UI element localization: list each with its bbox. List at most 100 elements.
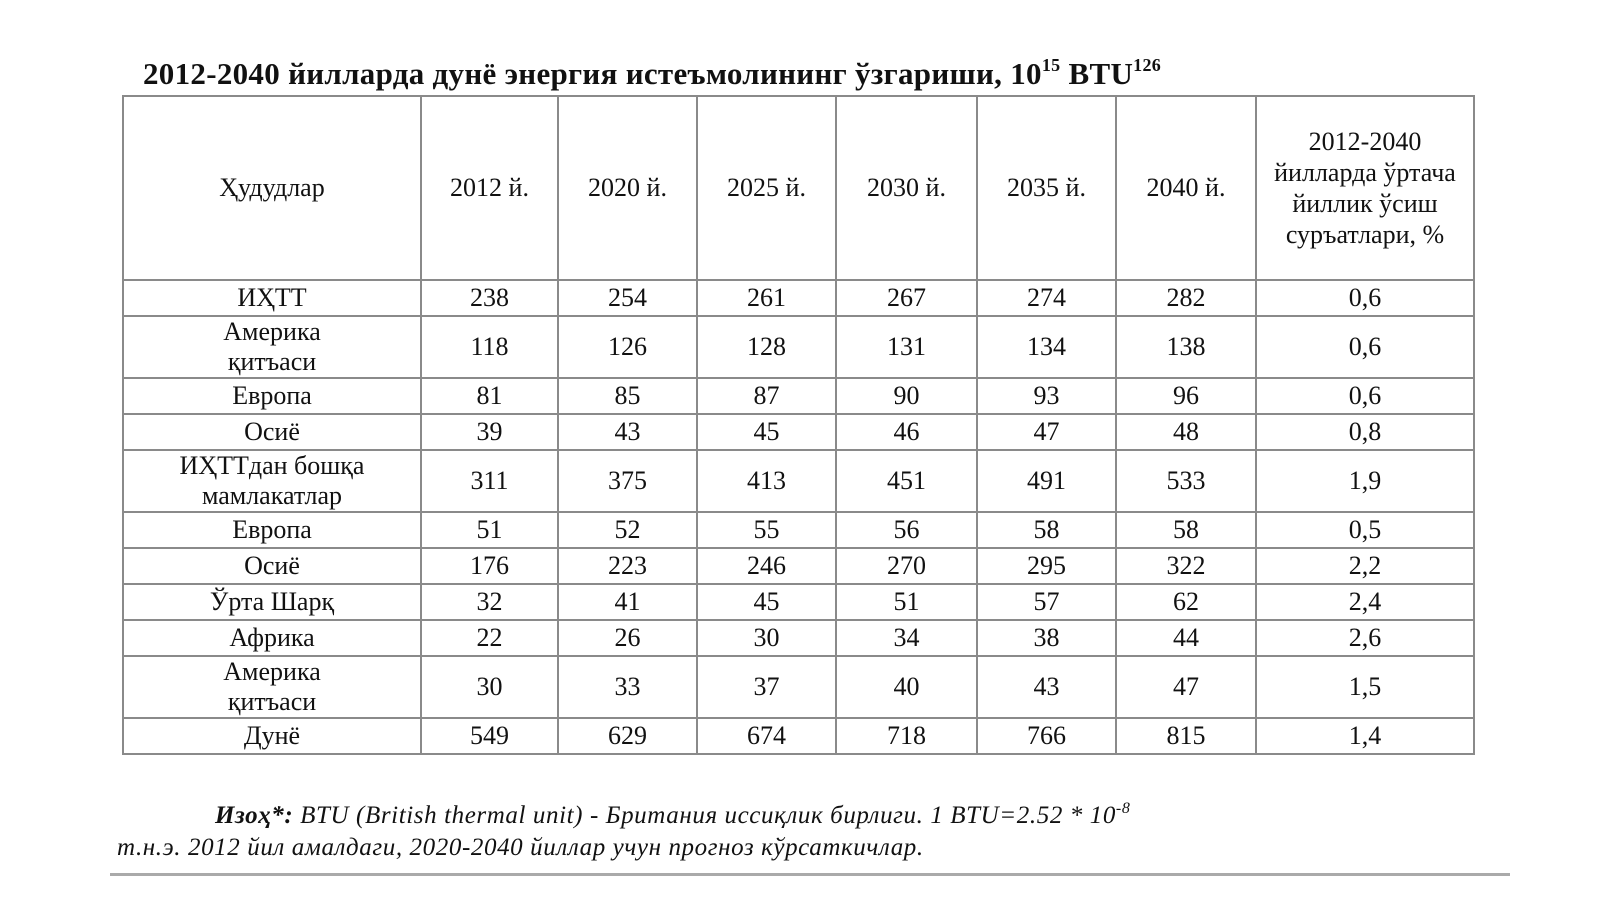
value-cell: 0,5 (1255, 511, 1475, 549)
value-cell: 274 (976, 279, 1117, 317)
value-cell: 2,2 (1255, 547, 1475, 585)
value-cell: 311 (420, 449, 559, 513)
region-cell: Африка (122, 619, 422, 657)
value-cell: 1,4 (1255, 717, 1475, 755)
value-cell: 41 (557, 583, 698, 621)
region-cell: Америка қитъаси (122, 655, 422, 719)
note-exponent: -8 (1115, 800, 1131, 817)
value-cell: 90 (835, 377, 978, 415)
value-cell: 238 (420, 279, 559, 317)
header-cell: 2020 й. (557, 95, 698, 281)
value-cell: 39 (420, 413, 559, 451)
value-cell: 261 (696, 279, 837, 317)
table-row: Америка қитъаси 30 33 37 40 43 47 1,5 (122, 655, 1475, 719)
value-cell: 22 (420, 619, 559, 657)
value-cell: 52 (557, 511, 698, 549)
region-cell: Дунё (122, 717, 422, 755)
value-cell: 674 (696, 717, 837, 755)
value-cell: 96 (1115, 377, 1257, 415)
header-cell: 2012-2040 йилларда ўртача йиллик ўсиш су… (1255, 95, 1475, 281)
value-cell: 43 (557, 413, 698, 451)
value-cell: 87 (696, 377, 837, 415)
value-cell: 0,6 (1255, 279, 1475, 317)
value-cell: 58 (976, 511, 1117, 549)
value-cell: 126 (557, 315, 698, 379)
value-cell: 81 (420, 377, 559, 415)
table-body: ИҲТТ 238 254 261 267 274 282 0,6 Америка қитъаси… (122, 279, 1475, 755)
table-row: ИҲТТ 238 254 261 267 274 282 0,6 (122, 279, 1475, 317)
value-cell: 815 (1115, 717, 1257, 755)
value-cell: 267 (835, 279, 978, 317)
region-cell: Европа (122, 377, 422, 415)
region-cell: Ўрта Шарқ (122, 583, 422, 621)
region-cell: ИҲТТдан бошқа мамлакатлар (122, 449, 422, 513)
value-cell: 413 (696, 449, 837, 513)
value-cell: 45 (696, 413, 837, 451)
data-table: Ҳудудлар 2012 й. 2020 й. 2025 й. 2030 й. 2035… (122, 95, 1475, 755)
value-cell: 33 (557, 655, 698, 719)
value-cell: 295 (976, 547, 1117, 585)
value-cell: 322 (1115, 547, 1257, 585)
value-cell: 34 (835, 619, 978, 657)
value-cell: 134 (976, 315, 1117, 379)
value-cell: 549 (420, 717, 559, 755)
value-cell: 1,9 (1255, 449, 1475, 513)
table-row: ИҲТТдан бошқа мамлакатлар 311 375 413 451 491… (122, 449, 1475, 513)
region-cell: ИҲТТ (122, 279, 422, 317)
value-cell: 451 (835, 449, 978, 513)
value-cell: 43 (976, 655, 1117, 719)
value-cell: 131 (835, 315, 978, 379)
value-cell: 2,6 (1255, 619, 1475, 657)
header-cell: 2030 й. (835, 95, 978, 281)
note-text-continued: т.н.э. 2012 йил амалдаги, 2020-2040 йилл… (117, 834, 924, 861)
header-cell: 2025 й. (696, 95, 837, 281)
value-cell: 93 (976, 377, 1117, 415)
region-cell: Америка қитъаси (122, 315, 422, 379)
value-cell: 223 (557, 547, 698, 585)
header-cell: 2040 й. (1115, 95, 1257, 281)
value-cell: 48 (1115, 413, 1257, 451)
value-cell: 176 (420, 547, 559, 585)
region-cell: Осиё (122, 547, 422, 585)
header-cell: 2012 й. (420, 95, 559, 281)
value-cell: 1,5 (1255, 655, 1475, 719)
value-cell: 0,6 (1255, 377, 1475, 415)
value-cell: 47 (976, 413, 1117, 451)
table-row: Африка 22 26 30 34 38 44 2,6 (122, 619, 1475, 657)
value-cell: 55 (696, 511, 837, 549)
table-row: Ўрта Шарқ 32 41 45 51 57 62 2,4 (122, 583, 1475, 621)
value-cell: 85 (557, 377, 698, 415)
table-row: Осиё 39 43 45 46 47 48 0,8 (122, 413, 1475, 451)
table-row: Америка қитъаси 118 126 128 131 134 138 0,6 (122, 315, 1475, 379)
note: Изоҳ*: BTU (British thermal unit) - Брит… (117, 800, 1437, 864)
value-cell: 0,8 (1255, 413, 1475, 451)
header-cell: Ҳудудлар (122, 95, 422, 281)
note-text: BTU (British thermal unit) - Британия ис… (293, 802, 1116, 829)
value-cell: 254 (557, 279, 698, 317)
header-row: Ҳудудлар 2012 й. 2020 й. 2025 й. 2030 й. 2035… (122, 95, 1475, 281)
title-unit: BTU (1060, 56, 1134, 91)
region-cell: Осиё (122, 413, 422, 451)
value-cell: 51 (835, 583, 978, 621)
value-cell: 491 (976, 449, 1117, 513)
header-cell: 2035 й. (976, 95, 1117, 281)
bottom-rule (110, 873, 1510, 876)
region-cell: Европа (122, 511, 422, 549)
table-row: Дунё 549 629 674 718 766 815 1,4 (122, 717, 1475, 755)
value-cell: 26 (557, 619, 698, 657)
value-cell: 282 (1115, 279, 1257, 317)
value-cell: 46 (835, 413, 978, 451)
value-cell: 51 (420, 511, 559, 549)
value-cell: 47 (1115, 655, 1257, 719)
table-row: Европа 81 85 87 90 93 96 0,6 (122, 377, 1475, 415)
value-cell: 37 (696, 655, 837, 719)
table-row: Европа 51 52 55 56 58 58 0,5 (122, 511, 1475, 549)
value-cell: 30 (696, 619, 837, 657)
value-cell: 32 (420, 583, 559, 621)
value-cell: 0,6 (1255, 315, 1475, 379)
value-cell: 718 (835, 717, 978, 755)
value-cell: 57 (976, 583, 1117, 621)
value-cell: 45 (696, 583, 837, 621)
